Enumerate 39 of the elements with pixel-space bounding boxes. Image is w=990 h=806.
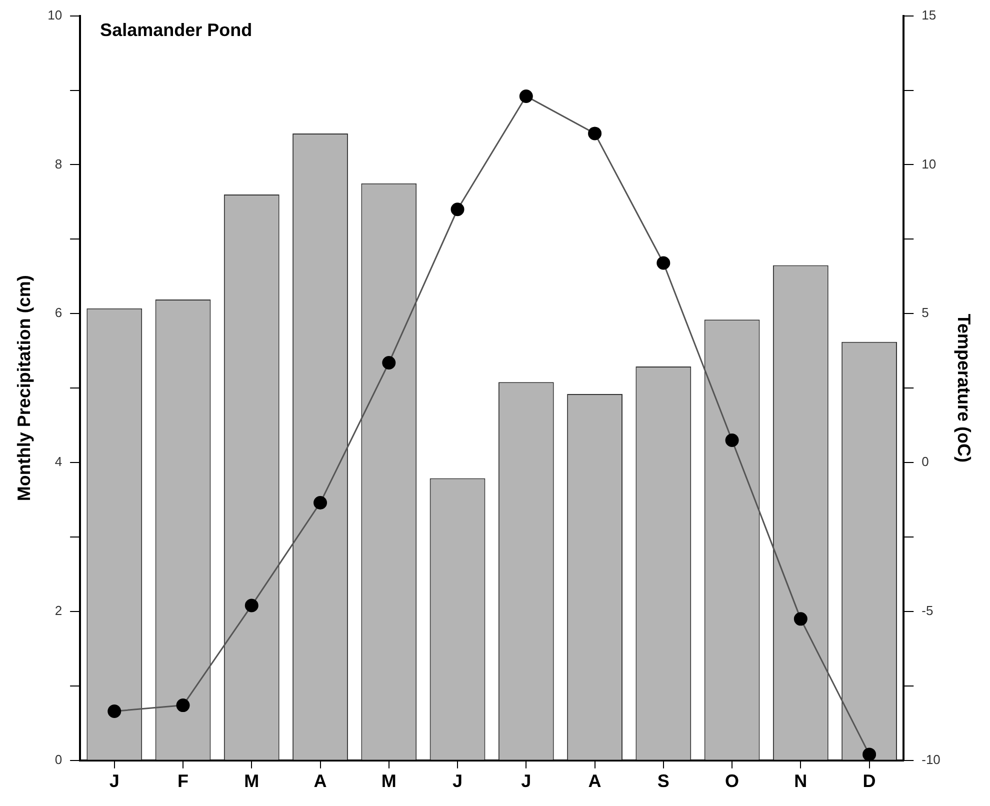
- y-tick-label: 10: [48, 7, 62, 22]
- y-tick-label: 4: [54, 454, 62, 470]
- point: [656, 256, 670, 270]
- y2-tick-label: 5: [922, 305, 929, 320]
- point: [176, 698, 190, 712]
- point: [382, 356, 396, 370]
- x-tick-label: O: [725, 771, 740, 792]
- point: [314, 496, 328, 510]
- x-tick-label: A: [588, 771, 602, 792]
- y2-tick-label: 10: [922, 156, 936, 172]
- x-tick-label: F: [178, 771, 189, 792]
- x-tick-label: J: [109, 771, 120, 792]
- point: [725, 433, 739, 447]
- y-tick-label: 6: [54, 305, 62, 320]
- x-tick-label: J: [521, 771, 532, 792]
- point: [588, 126, 602, 140]
- x-tick-label: A: [314, 771, 327, 792]
- x-tick-label: S: [657, 771, 670, 792]
- x-tick-label: N: [794, 771, 808, 792]
- y2-tick-label: -5: [922, 603, 934, 618]
- x-tick-label: M: [244, 771, 260, 792]
- y-tick-label: 8: [54, 156, 62, 172]
- y2-tick-label: 0: [922, 454, 929, 470]
- y-tick-label: 0: [54, 752, 62, 767]
- y2-axis-title: Temperature (oC): [954, 314, 974, 462]
- y-axis-title: Monthly Precipitation (cm): [14, 275, 34, 502]
- point: [450, 202, 464, 216]
- y-tick-label: 2: [54, 603, 62, 618]
- point: [794, 612, 808, 626]
- x-tick-label: J: [452, 771, 463, 792]
- point: [108, 704, 122, 718]
- point: [519, 89, 533, 103]
- y2-tick-label: 15: [922, 7, 936, 22]
- point: [244, 598, 258, 612]
- chart-title: Salamander Pond: [100, 20, 252, 40]
- point: [862, 748, 876, 760]
- x-tick-label: M: [381, 771, 396, 792]
- y2-tick-label: -10: [922, 752, 940, 767]
- x-tick-label: D: [862, 771, 876, 792]
